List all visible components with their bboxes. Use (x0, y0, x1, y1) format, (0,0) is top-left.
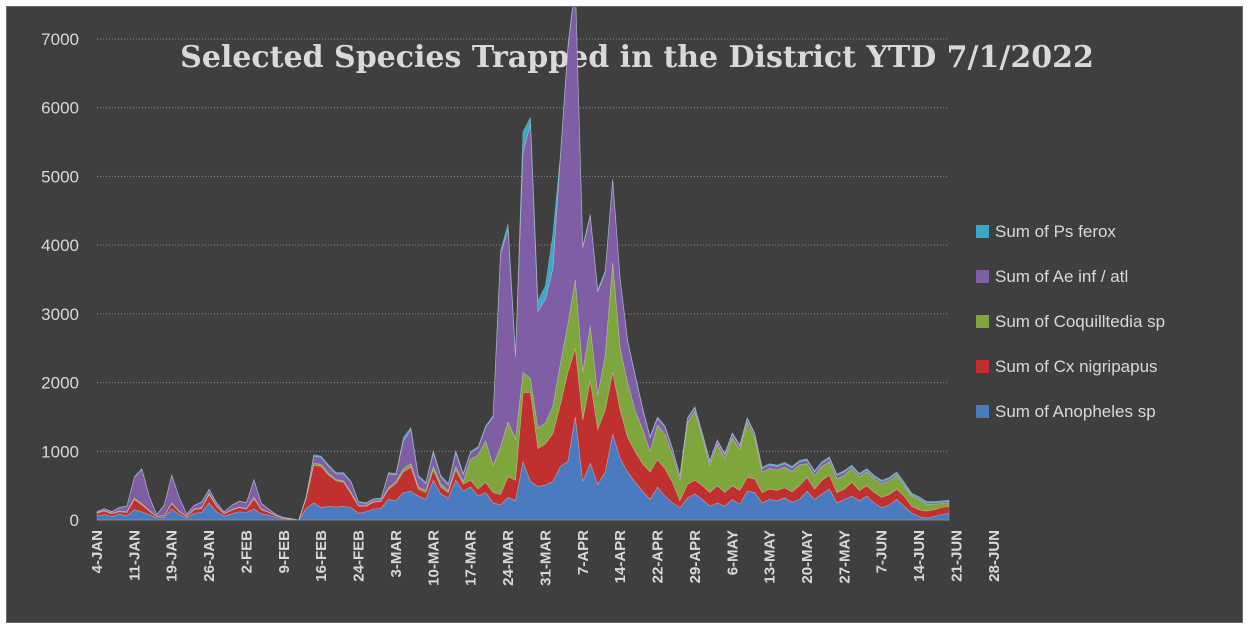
y-axis-ticks: 0 1000 2000 3000 4000 5000 6000 7000 (41, 30, 79, 530)
x-tick-label: 24-FEB (351, 530, 368, 582)
x-tick-label: 14-JUN (911, 530, 928, 582)
x-tick-label: 4-JAN (89, 530, 106, 573)
x-tick-label: 16-FEB (313, 530, 330, 582)
series-area-1 (96, 348, 950, 521)
x-tick-label: 9-FEB (276, 530, 293, 574)
x-tick-label: 28-JUN (986, 530, 1003, 582)
legend-swatch-1 (976, 360, 989, 373)
x-tick-label: 7-APR (575, 530, 592, 575)
x-tick-label: 20-MAY (799, 530, 816, 584)
y-tick-label: 0 (70, 511, 79, 530)
stacked-area-chart: Selected Species Trapped in the District… (41, 7, 1165, 586)
chart-title: Selected Species Trapped in the District… (180, 40, 1094, 75)
x-tick-label: 29-APR (687, 530, 704, 584)
legend-entry-1: Sum of Cx nigripapus (995, 357, 1158, 376)
y-tick-label: 2000 (41, 374, 79, 393)
y-tick-label: 5000 (41, 167, 79, 186)
area-series (96, 7, 950, 521)
y-tick-label: 3000 (41, 305, 79, 324)
legend-swatch-4 (976, 225, 989, 238)
legend-entry-0: Sum of Anopheles sp (995, 402, 1156, 421)
chart-frame: Selected Species Trapped in the District… (6, 6, 1243, 623)
x-tick-label: 19-JAN (164, 530, 181, 582)
x-tick-label: 21-JUN (948, 530, 965, 582)
x-tick-label: 7-JUN (874, 530, 891, 573)
series-area-4 (96, 7, 950, 521)
x-tick-label: 27-MAY (836, 530, 853, 584)
x-tick-label: 14-APR (612, 530, 629, 584)
x-tick-label: 2-FEB (238, 530, 255, 574)
x-axis-ticks: 4-JAN 11-JAN 19-JAN 26-JAN 2-FEB 9-FEB 16-FEB 2… (89, 530, 1003, 586)
x-tick-label: 3-MAR (388, 530, 405, 578)
legend-swatch-3 (976, 270, 989, 283)
x-tick-label: 11-JAN (126, 530, 143, 581)
x-tick-label: 10-MAR (425, 530, 442, 586)
x-tick-label: 17-MAR (463, 530, 480, 586)
y-tick-label: 6000 (41, 99, 79, 118)
legend-swatch-2 (976, 315, 989, 328)
x-tick-label: 26-JAN (201, 530, 218, 582)
legend-entry-2: Sum of Coquilltedia sp (995, 312, 1165, 331)
legend-entry-3: Sum of Ae inf / atl (995, 267, 1128, 286)
x-tick-label: 24-MAR (500, 530, 517, 586)
legend-swatch-0 (976, 405, 989, 418)
y-tick-label: 7000 (41, 30, 79, 49)
y-tick-label: 1000 (41, 442, 79, 461)
legend-entry-4: Sum of Ps ferox (995, 222, 1116, 241)
y-tick-label: 4000 (41, 236, 79, 255)
x-tick-label: 22-APR (650, 530, 667, 584)
series-area-3 (96, 7, 950, 521)
x-tick-label: 31-MAR (537, 530, 554, 586)
series-area-2 (96, 262, 950, 521)
x-tick-label: 6-MAY (724, 530, 741, 575)
legend: Sum of Ps ferox Sum of Ae inf / atl Sum of… (976, 222, 1165, 421)
x-tick-label: 13-MAY (762, 530, 779, 584)
